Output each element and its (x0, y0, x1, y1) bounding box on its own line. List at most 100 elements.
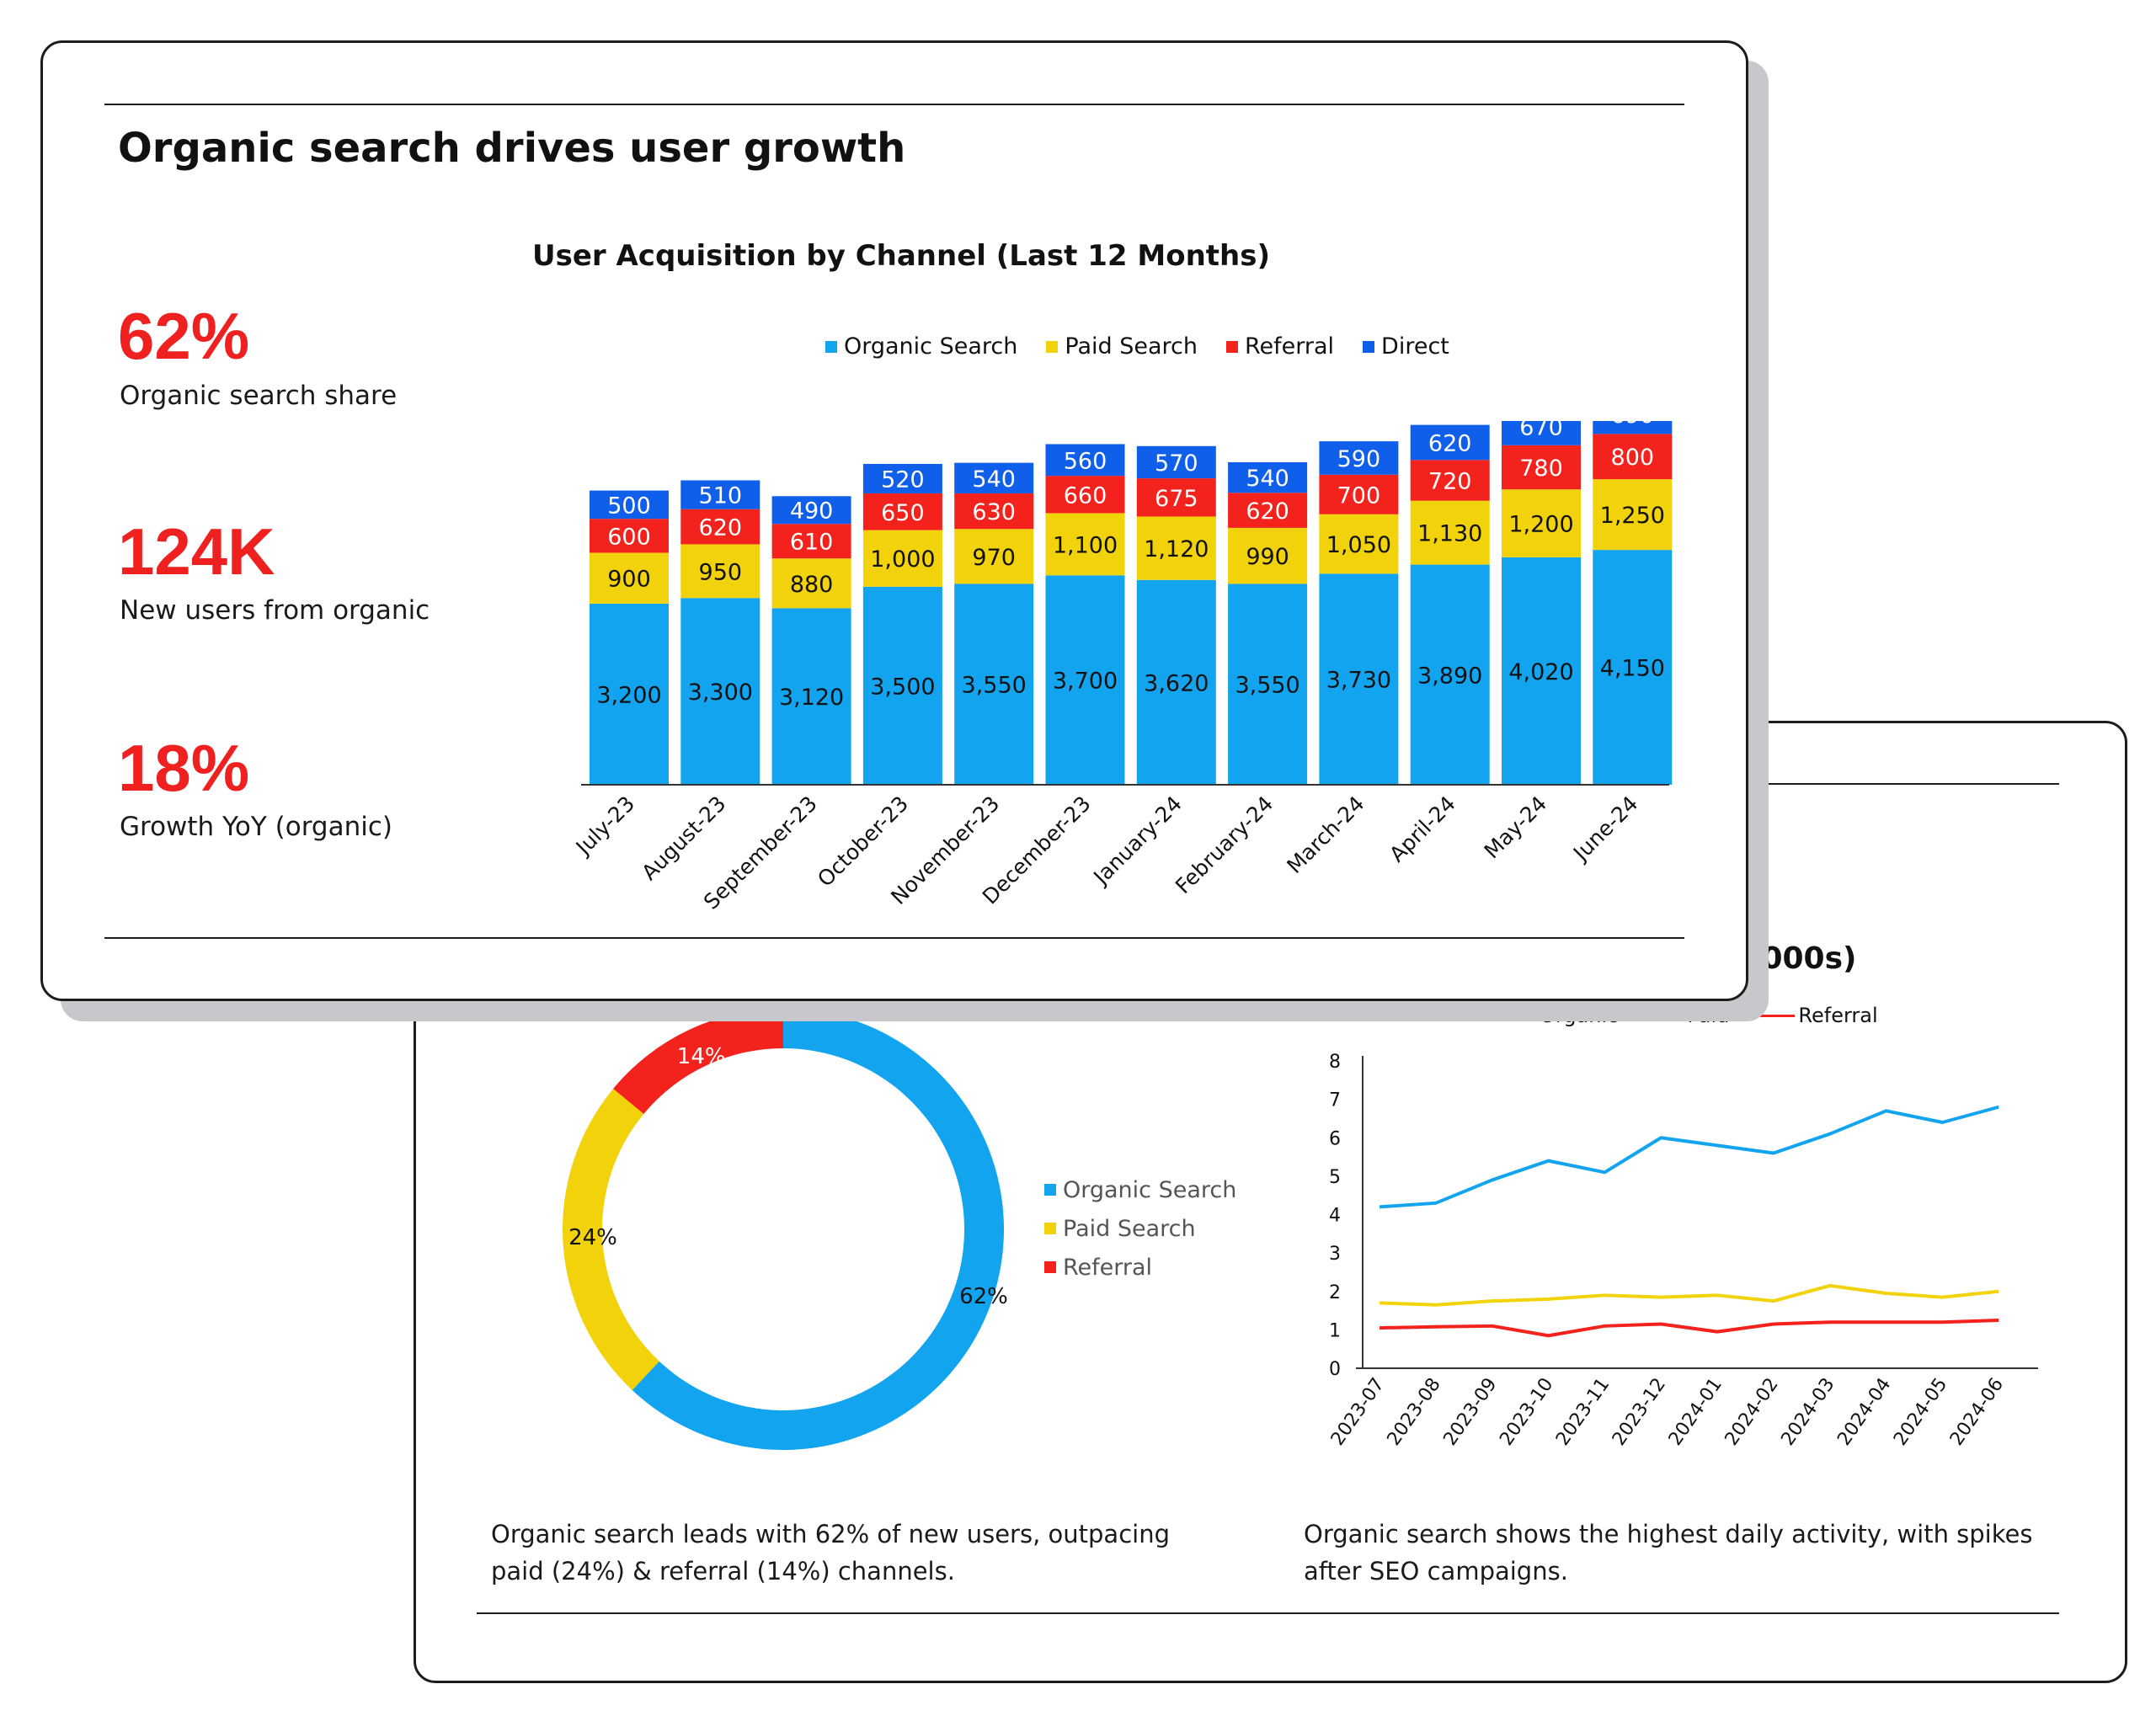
bar-segment (1593, 479, 1673, 551)
bar-data-label: 3,620 (1144, 670, 1209, 696)
donut-value-label: 24% (568, 1225, 617, 1250)
donut-legend: Organic Search Paid Search Referral (1044, 1170, 1236, 1287)
legend-label: Paid Search (1063, 1215, 1196, 1242)
x-tick-label: April-24 (1385, 791, 1460, 867)
bar-segment (1045, 513, 1125, 576)
legend-swatch (1046, 340, 1059, 353)
legend-item: Paid Search (1044, 1209, 1236, 1248)
x-tick-label: 2023-09 (1439, 1374, 1501, 1450)
legend-item: Referral (1758, 1004, 1878, 1027)
legend-swatch (1363, 340, 1375, 353)
bar-segment (771, 496, 851, 525)
bar-segment (590, 603, 669, 785)
donut-slice (632, 1009, 1004, 1450)
y-tick-label: 8 (1329, 1052, 1341, 1073)
bar-data-label: 1,200 (1508, 512, 1573, 538)
bar-segment (771, 608, 851, 785)
bar-segment (1593, 421, 1673, 434)
bar-segment (1045, 444, 1125, 477)
bar-segment (862, 586, 942, 785)
bar-segment (590, 490, 669, 520)
x-tick-label: 2024-02 (1721, 1374, 1783, 1450)
back-slide-bottom-rule (477, 1612, 2059, 1614)
y-tick-label: 7 (1329, 1090, 1341, 1111)
legend-item: Organic Search (825, 333, 1017, 360)
bar-data-label: 3,550 (962, 673, 1027, 699)
bar-segment (1593, 550, 1673, 785)
x-tick-label: January-24 (1088, 791, 1187, 891)
bar-data-label: 540 (972, 466, 1016, 493)
x-tick-label: 2024-03 (1777, 1374, 1838, 1450)
bar-segment (1136, 478, 1216, 517)
bar-data-label: 500 (607, 493, 651, 519)
bar-data-label: 720 (1428, 468, 1472, 494)
bar-data-label: 650 (881, 500, 925, 526)
kpi-new-users-value: 124K (118, 514, 275, 589)
x-tick-label: 2023-07 (1327, 1374, 1389, 1450)
slide-title: Organic search drives user growth (118, 125, 906, 172)
stacked-bar-chart: 3,200 900 600 500 3,300 950 620 510 3,120 880 610 4… (570, 421, 1673, 914)
y-tick-label: 1 (1329, 1320, 1341, 1341)
bar-segment (1228, 527, 1308, 584)
legend-label: Paid Search (1065, 333, 1198, 360)
bar-segment (1410, 460, 1490, 501)
bar-data-label: 675 (1155, 486, 1198, 512)
bar-segment (1502, 421, 1581, 445)
x-tick-label: 2023-11 (1552, 1374, 1614, 1450)
kpi-new-users-label: New users from organic (120, 595, 430, 626)
legend-swatch (1044, 1184, 1056, 1196)
bar-segment (1319, 514, 1399, 574)
legend-item: Referral (1225, 333, 1334, 360)
x-tick-label: 2024-05 (1890, 1374, 1951, 1450)
x-tick-label: 2023-10 (1496, 1374, 1557, 1450)
kpi-growth-value: 18% (118, 731, 250, 805)
bar-chart-title: User Acquisition by Channel (Last 12 Mon… (531, 239, 1271, 273)
bar-segment (954, 529, 1034, 584)
donut-slice (613, 1009, 783, 1114)
bar-segment (1410, 500, 1490, 565)
bar-data-label: 3,120 (779, 685, 844, 711)
bar-data-label: 670 (1519, 421, 1563, 440)
front-slide-bottom-rule (104, 937, 1684, 939)
legend-swatch (1225, 340, 1238, 353)
line-chart: 0123456782023-072023-082023-092023-10202… (1327, 1052, 2038, 1450)
bar-segment (862, 530, 942, 587)
legend-swatch (825, 340, 837, 353)
legend-item: Referral (1044, 1248, 1236, 1287)
bar-segment (1410, 564, 1490, 785)
bar-data-label: 620 (699, 515, 743, 541)
bar-data-label: 620 (1428, 430, 1472, 456)
y-tick-label: 4 (1329, 1206, 1341, 1227)
bar-data-label: 1,250 (1600, 503, 1665, 529)
y-tick-label: 0 (1329, 1359, 1341, 1380)
bar-data-label: 1,130 (1417, 521, 1482, 547)
bar-data-label: 490 (790, 498, 834, 525)
bar-segment (1502, 445, 1581, 490)
bar-segment (862, 463, 942, 493)
bar-segment (590, 519, 669, 553)
bar-segment (1319, 441, 1399, 475)
bar-segment (954, 493, 1034, 530)
bar-segment (771, 558, 851, 609)
bar-data-label: 3,730 (1326, 668, 1391, 694)
x-tick-label: March-24 (1282, 791, 1369, 878)
bar-data-label: 950 (699, 559, 743, 585)
legend-label: Organic Search (1063, 1176, 1237, 1203)
x-tick-label: August-23 (637, 791, 730, 885)
legend-item: Direct (1363, 333, 1449, 360)
x-tick-label: 2024-01 (1665, 1374, 1726, 1450)
donut-slice (563, 1088, 659, 1390)
x-tick-label: July-23 (570, 791, 639, 861)
bar-segment (1228, 584, 1308, 785)
bar-segment (1045, 476, 1125, 514)
bar-data-label: 3,500 (870, 674, 935, 700)
x-tick-label: 2023-12 (1609, 1374, 1670, 1450)
bar-data-label: 620 (1246, 498, 1289, 525)
x-tick-label: 2024-06 (1946, 1374, 2008, 1450)
donut-value-label: 14% (677, 1044, 726, 1069)
bar-data-label: 880 (790, 572, 834, 598)
legend-item: Paid Search (1046, 333, 1198, 360)
bar-data-label: 900 (607, 567, 651, 593)
bar-data-label: 570 (1155, 450, 1198, 477)
bar-data-label: 3,550 (1235, 673, 1299, 699)
